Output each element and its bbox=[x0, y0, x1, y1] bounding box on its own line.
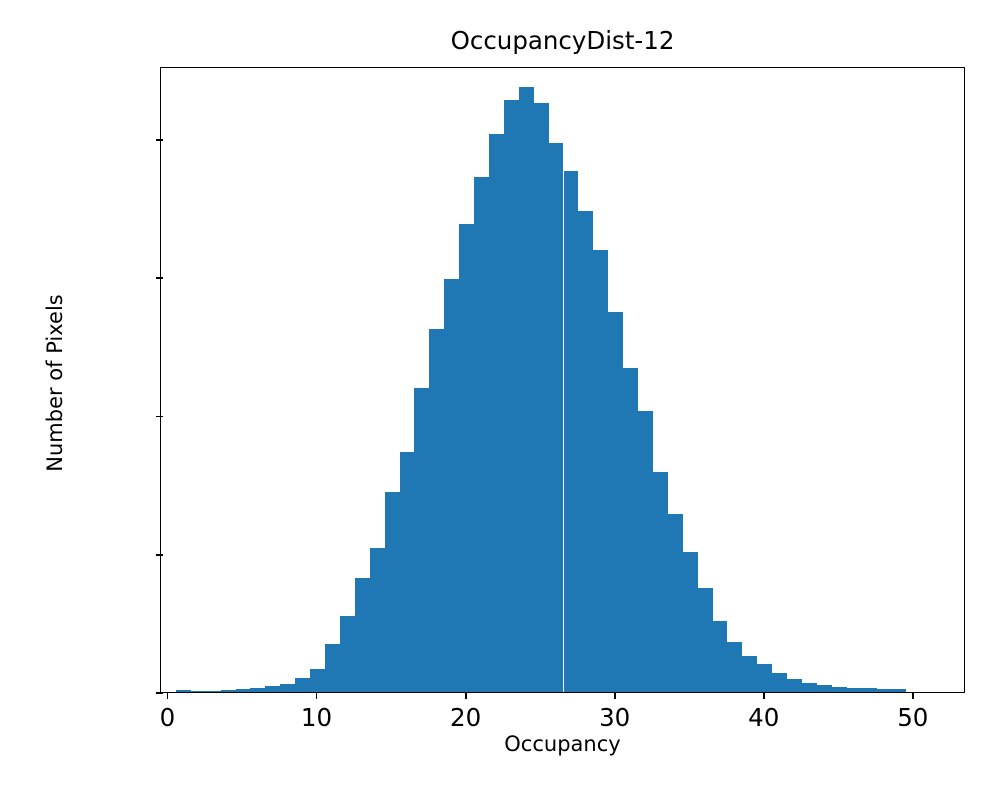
histogram-bar bbox=[250, 687, 266, 692]
histogram-bar bbox=[861, 688, 877, 692]
histogram-bar bbox=[608, 311, 624, 692]
histogram-bar bbox=[503, 99, 519, 692]
x-tick-label: 40 bbox=[748, 703, 780, 732]
histogram-bars bbox=[161, 68, 964, 692]
x-tick-mark bbox=[762, 692, 765, 699]
histogram-bar bbox=[205, 690, 221, 692]
histogram-bar bbox=[459, 223, 475, 692]
histogram-bar bbox=[310, 669, 325, 692]
histogram-bar bbox=[712, 620, 728, 692]
histogram-bar bbox=[697, 588, 713, 692]
x-tick-mark bbox=[613, 692, 616, 699]
y-tick-mark bbox=[156, 277, 163, 280]
histogram-bar bbox=[667, 513, 683, 692]
histogram-bar bbox=[354, 578, 370, 692]
y-axis-label: Number of Pixels bbox=[43, 294, 67, 472]
histogram-bar bbox=[265, 685, 281, 692]
y-tick-mark bbox=[156, 692, 163, 694]
y-tick-mark bbox=[156, 139, 163, 142]
histogram-bar bbox=[578, 211, 594, 692]
histogram-bar bbox=[295, 678, 311, 692]
x-tick-label: 10 bbox=[300, 703, 333, 732]
histogram-bar bbox=[280, 683, 296, 692]
chart-title: OccupancyDist-12 bbox=[450, 26, 675, 55]
histogram-bar bbox=[727, 642, 743, 692]
histogram-bar bbox=[518, 86, 534, 692]
x-tick-label: 30 bbox=[599, 703, 631, 732]
histogram-bar bbox=[220, 690, 236, 692]
histogram-bar bbox=[399, 452, 415, 692]
x-tick-mark bbox=[315, 692, 318, 699]
histogram-bar bbox=[548, 142, 564, 692]
histogram-bar bbox=[638, 411, 653, 692]
histogram-bar bbox=[682, 552, 698, 692]
histogram-bar bbox=[757, 664, 773, 692]
histogram-bar bbox=[593, 250, 609, 692]
histogram-bar bbox=[787, 678, 803, 692]
histogram-bar bbox=[652, 472, 668, 692]
histogram-bar bbox=[772, 672, 788, 692]
histogram-bar bbox=[802, 683, 817, 692]
histogram-bar bbox=[414, 387, 430, 692]
histogram-bar bbox=[384, 491, 400, 692]
histogram-bar bbox=[533, 103, 549, 692]
histogram-bar bbox=[175, 689, 191, 692]
histogram-bar bbox=[339, 616, 355, 692]
histogram-bar bbox=[429, 328, 445, 692]
x-tick-mark bbox=[166, 692, 169, 699]
histogram-bar bbox=[891, 688, 907, 692]
histogram-bar bbox=[324, 643, 340, 692]
histogram-bar bbox=[846, 687, 862, 692]
histogram-bar bbox=[831, 687, 847, 692]
histogram-bar bbox=[235, 689, 251, 692]
x-tick-mark bbox=[464, 692, 467, 699]
x-tick-label: 20 bbox=[450, 703, 482, 732]
histogram-bar bbox=[742, 656, 758, 692]
x-tick-mark bbox=[911, 692, 914, 699]
histogram-bar bbox=[623, 367, 639, 692]
histogram-bar bbox=[474, 177, 489, 692]
plot-area bbox=[160, 67, 965, 693]
x-tick-label: 0 bbox=[159, 703, 176, 732]
y-tick-mark bbox=[156, 415, 163, 418]
histogram-bar bbox=[876, 688, 892, 692]
y-tick-mark bbox=[156, 553, 163, 556]
histogram-bar bbox=[369, 548, 385, 692]
x-axis-label: Occupancy bbox=[504, 732, 621, 756]
histogram-bar bbox=[563, 171, 579, 692]
histogram-bar bbox=[190, 690, 206, 692]
x-tick-label: 50 bbox=[897, 703, 929, 732]
histogram-bar bbox=[816, 685, 832, 692]
histogram-bar bbox=[488, 133, 504, 692]
histogram-bar bbox=[444, 278, 460, 692]
